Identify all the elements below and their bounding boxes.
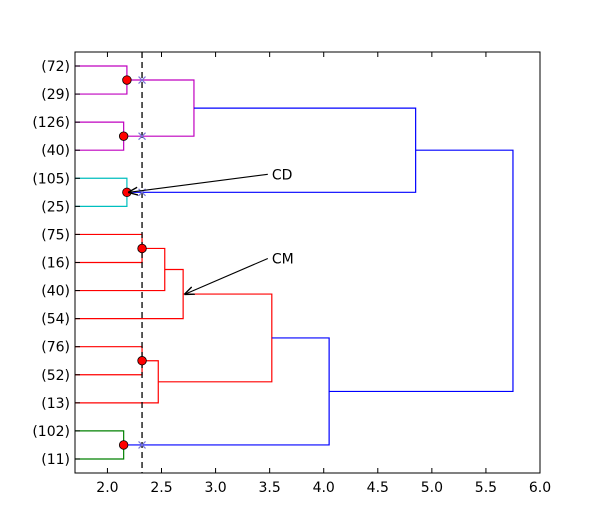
dendrogram-links — [75, 65, 514, 460]
leaf-label: (76) — [41, 340, 70, 356]
plot-background — [75, 52, 540, 473]
x-tick-label: 5.0 — [421, 480, 443, 496]
dendrogram-link — [123, 79, 195, 137]
leaf-label: (29) — [41, 87, 70, 103]
x-axis-ticks: 2.0 2.5 3.0 3.5 4.0 4.5 5.0 5.5 6.0 — [96, 52, 551, 496]
x-tick-label: 6.0 — [529, 480, 551, 496]
dot-marker — [122, 75, 132, 85]
cross-marker — [138, 441, 146, 449]
leaf-label: (72) — [41, 59, 70, 75]
leaf-label: (102) — [32, 424, 70, 440]
annotation-arrow — [129, 173, 268, 192]
leaf-label: (16) — [41, 255, 70, 271]
cross-marker — [138, 132, 146, 141]
annotation-label: CM — [272, 251, 294, 267]
leaf-label: (105) — [32, 171, 70, 187]
annotation-label: CD — [272, 167, 293, 183]
leaf-label: (40) — [41, 284, 70, 300]
annotation-arrow — [185, 257, 269, 294]
leaf-label: (75) — [41, 227, 70, 243]
dot-marker — [118, 440, 129, 450]
cross-markers — [138, 76, 146, 449]
leaf-label: (25) — [41, 199, 70, 215]
cross-marker — [138, 76, 146, 84]
x-tick-label: 3.5 — [259, 480, 281, 496]
leaf-label: (54) — [41, 312, 70, 328]
leaf-label: (13) — [41, 396, 70, 412]
dot-marker — [118, 131, 129, 141]
x-tick-label: 3.0 — [204, 480, 226, 496]
leaf-label: (40) — [41, 143, 70, 159]
x-tick-label: 2.0 — [96, 480, 118, 496]
dendrogram-link — [329, 149, 514, 393]
leaf-label: (11) — [41, 452, 70, 468]
leaf-label: (52) — [41, 368, 70, 384]
dot-marker — [137, 356, 147, 366]
dendrogram-link — [75, 360, 159, 404]
dot-marker — [137, 243, 147, 254]
y-axis-leaf-labels: (72) (29) (126) (40) (105) (25) (75) (16) (40) (5… — [32, 59, 80, 468]
x-tick-label: 5.5 — [475, 480, 497, 496]
x-tick-label: 2.5 — [150, 480, 172, 496]
leaf-label: (126) — [32, 115, 70, 131]
x-tick-label: 4.0 — [313, 480, 335, 496]
annotations: CD CM — [129, 167, 294, 294]
x-tick-label: 4.5 — [367, 480, 389, 496]
